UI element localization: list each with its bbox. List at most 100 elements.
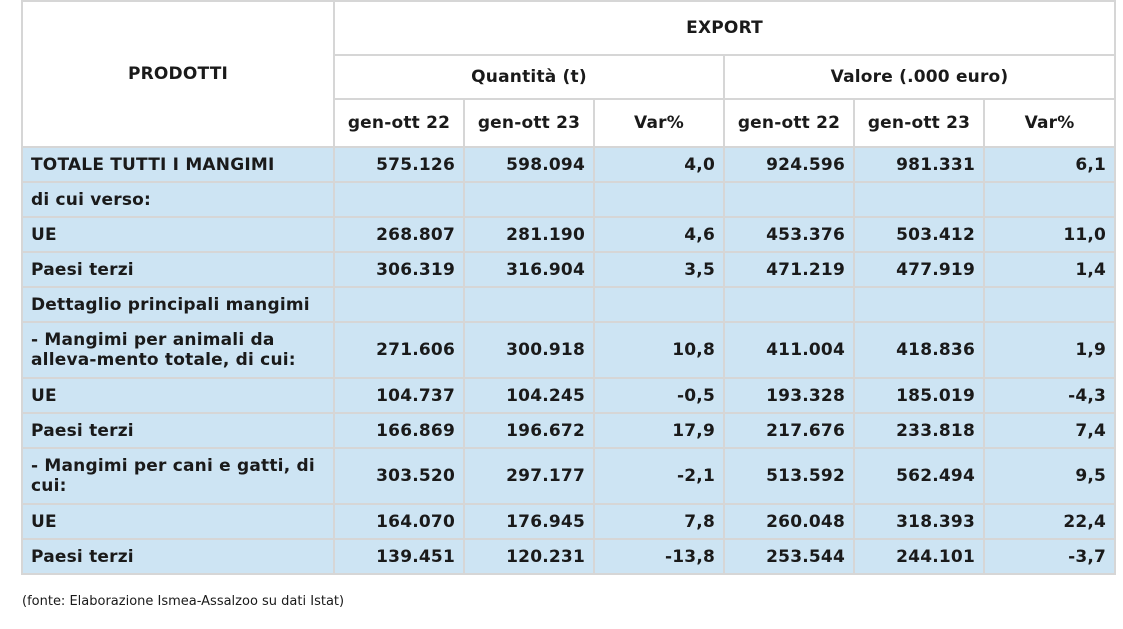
cell-value: 7,8: [593, 503, 725, 540]
row-label: UE: [21, 377, 335, 414]
cell-value: 3,5: [593, 251, 725, 288]
cell-value: 411.004: [723, 321, 855, 379]
export-table: PRODOTTI EXPORT Quantità (t) Valore (.00…: [21, 0, 1117, 575]
cell-value: 575.126: [333, 146, 465, 183]
table-row: Paesi terzi 139.451 120.231 -13,8 253.54…: [21, 538, 1117, 575]
cell-value: 17,9: [593, 412, 725, 449]
table-row: UE 164.070 176.945 7,8 260.048 318.393 2…: [21, 503, 1117, 540]
cell-value: 166.869: [333, 412, 465, 449]
cell-value: [982, 286, 1117, 323]
cell-value: 453.376: [723, 216, 855, 253]
cell-value: 233.818: [853, 412, 985, 449]
row-label: - Mangimi per animali da alleva-mento to…: [21, 321, 335, 379]
row-label: - Mangimi per cani e gatti, di cui:: [21, 447, 335, 505]
cell-value: [593, 181, 725, 218]
cell-value: 418.836: [853, 321, 985, 379]
row-label: TOTALE TUTTI I MANGIMI: [21, 146, 335, 183]
cell-value: 193.328: [723, 377, 855, 414]
cell-value: 176.945: [463, 503, 595, 540]
table-row: - Mangimi per cani e gatti, di cui: 303.…: [21, 447, 1117, 505]
cell-value: 4,6: [593, 216, 725, 253]
cell-value: 281.190: [463, 216, 595, 253]
cell-value: -2,1: [593, 447, 725, 505]
subheader-val-2022: gen-ott 22: [723, 98, 855, 148]
cell-value: 297.177: [463, 447, 595, 505]
cell-value: -0,5: [593, 377, 725, 414]
table-row: Paesi terzi 166.869 196.672 17,9 217.676…: [21, 412, 1117, 449]
subheader-val-2023: gen-ott 23: [853, 98, 985, 148]
subheader-qty-2022: gen-ott 22: [333, 98, 465, 148]
subheader-val-var: Var%: [982, 98, 1117, 148]
cell-value: 513.592: [723, 447, 855, 505]
cell-value: 217.676: [723, 412, 855, 449]
header-valore: Valore (.000 euro): [722, 54, 1117, 100]
cell-value: 260.048: [723, 503, 855, 540]
cell-value: 303.520: [333, 447, 465, 505]
cell-value: 120.231: [463, 538, 595, 575]
table-row: UE 268.807 281.190 4,6 453.376 503.412 1…: [21, 216, 1117, 253]
cell-value: [333, 181, 465, 218]
cell-value: 7,4: [982, 412, 1117, 449]
table-row: TOTALE TUTTI I MANGIMI 575.126 598.094 4…: [21, 146, 1117, 183]
cell-value: 1,4: [982, 251, 1117, 288]
cell-value: 139.451: [333, 538, 465, 575]
cell-value: 924.596: [723, 146, 855, 183]
cell-value: [463, 181, 595, 218]
subheader-qty-2023: gen-ott 23: [463, 98, 595, 148]
cell-value: -4,3: [982, 377, 1117, 414]
cell-value: 306.319: [333, 251, 465, 288]
cell-value: [333, 286, 465, 323]
cell-value: [982, 181, 1117, 218]
row-label: Paesi terzi: [21, 538, 335, 575]
cell-value: [853, 181, 985, 218]
cell-value: 6,1: [982, 146, 1117, 183]
cell-value: 104.245: [463, 377, 595, 414]
cell-value: [593, 286, 725, 323]
cell-value: 271.606: [333, 321, 465, 379]
cell-value: 268.807: [333, 216, 465, 253]
header-quantita: Quantità (t): [333, 54, 725, 100]
table-row: Paesi terzi 306.319 316.904 3,5 471.219 …: [21, 251, 1117, 288]
row-label: Paesi terzi: [21, 412, 335, 449]
cell-value: 253.544: [723, 538, 855, 575]
row-label: Paesi terzi: [21, 251, 335, 288]
row-label: Dettaglio principali mangimi: [21, 286, 335, 323]
cell-value: 503.412: [853, 216, 985, 253]
table-row: - Mangimi per animali da alleva-mento to…: [21, 321, 1117, 379]
row-label: UE: [21, 216, 335, 253]
cell-value: -3,7: [982, 538, 1117, 575]
cell-value: [723, 286, 855, 323]
cell-value: 196.672: [463, 412, 595, 449]
table-row: UE 104.737 104.245 -0,5 193.328 185.019 …: [21, 377, 1117, 414]
cell-value: 471.219: [723, 251, 855, 288]
cell-value: 4,0: [593, 146, 725, 183]
row-label: di cui verso:: [21, 181, 335, 218]
subheader-qty-var: Var%: [593, 98, 725, 148]
cell-value: 104.737: [333, 377, 465, 414]
cell-value: 316.904: [463, 251, 595, 288]
cell-value: 185.019: [853, 377, 985, 414]
table-row: di cui verso:: [21, 181, 1117, 218]
cell-value: 1,9: [982, 321, 1117, 379]
header-prodotti: PRODOTTI: [21, 0, 335, 148]
cell-value: -13,8: [593, 538, 725, 575]
cell-value: 164.070: [333, 503, 465, 540]
table-row: Dettaglio principali mangimi: [21, 286, 1117, 323]
cell-value: [723, 181, 855, 218]
cell-value: [463, 286, 595, 323]
cell-value: 318.393: [853, 503, 985, 540]
cell-value: 9,5: [982, 447, 1117, 505]
source-note: (fonte: Elaborazione Ismea-Assalzoo su d…: [22, 594, 345, 609]
cell-value: 10,8: [593, 321, 725, 379]
cell-value: 477.919: [853, 251, 985, 288]
cell-value: 300.918: [463, 321, 595, 379]
cell-value: 981.331: [853, 146, 985, 183]
cell-value: 11,0: [982, 216, 1117, 253]
cell-value: 244.101: [853, 538, 985, 575]
cell-value: 22,4: [982, 503, 1117, 540]
header-export: EXPORT: [332, 0, 1117, 56]
cell-value: [853, 286, 985, 323]
row-label: UE: [21, 503, 335, 540]
cell-value: 598.094: [463, 146, 595, 183]
cell-value: 562.494: [853, 447, 985, 505]
